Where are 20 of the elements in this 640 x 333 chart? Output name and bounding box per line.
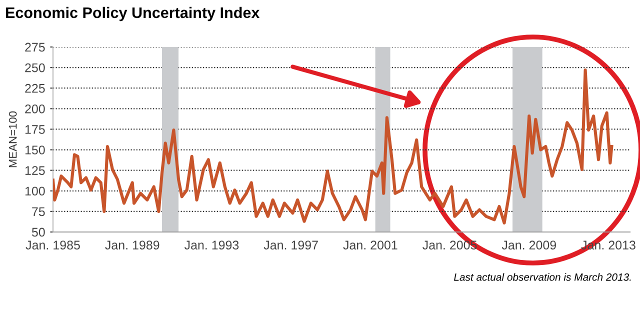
x-tick-label: Jan. 2001 [343,240,398,250]
y-tick-label: 100 [25,186,45,196]
x-tick-label: Jan. 1985 [26,240,80,250]
y-tick-label: 200 [25,104,45,114]
chart-title: Economic Policy Uncertainty Index [6,6,260,22]
x-tick-label: Jan. 1997 [264,240,318,250]
y-tick-label: 75 [32,207,45,216]
y-tick-label: 125 [25,166,45,175]
x-tick-label: Jan. 1989 [105,240,160,250]
y-tick-label: 225 [25,84,45,93]
x-tick-label: Jan. 2009 [502,240,556,250]
y-tick-label: 275 [25,42,45,52]
y-tick-label: 150 [25,146,45,154]
text: Last actual observation is March 2013. [454,273,631,281]
y-tick-label: 250 [25,63,45,72]
x-tick-label: Jan. 1993 [184,240,239,250]
y-axis-title: MEAN=100 [8,111,17,168]
y-tick-label: 175 [25,125,45,134]
line-series [53,68,614,224]
y-tick-label: 50 [32,228,45,237]
